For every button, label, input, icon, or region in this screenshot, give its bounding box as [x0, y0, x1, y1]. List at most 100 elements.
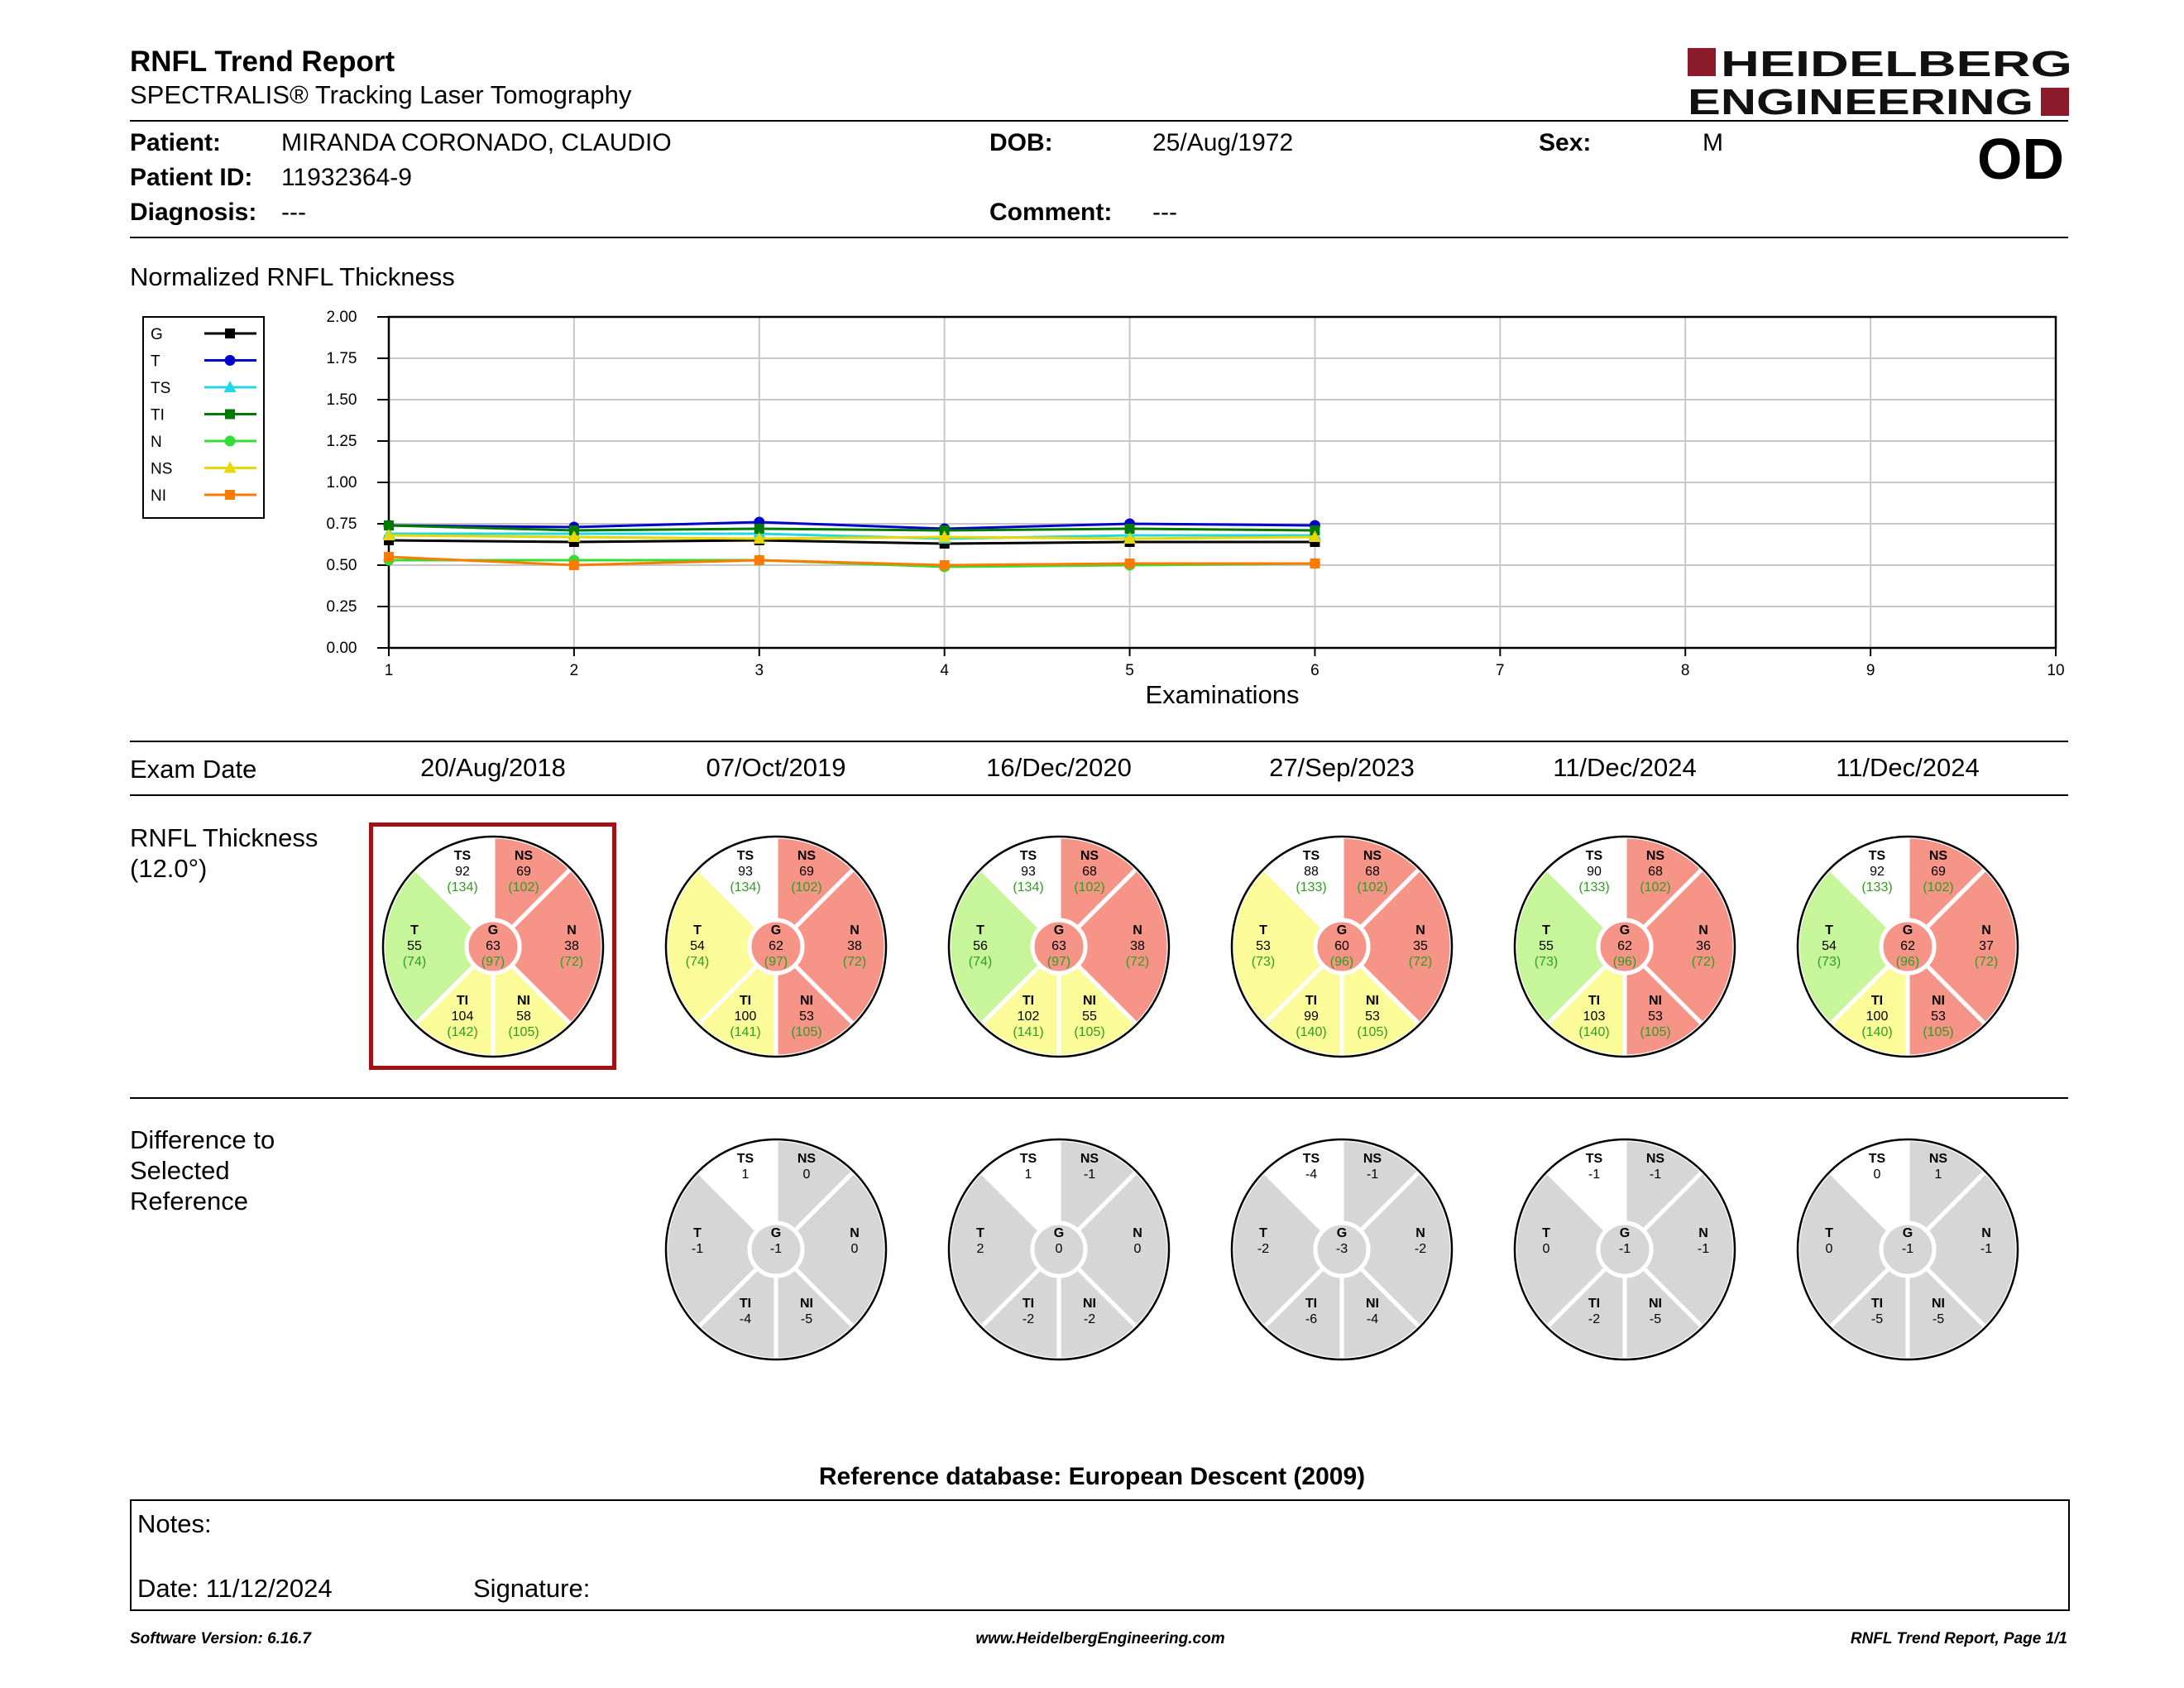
sector-g — [1030, 918, 1088, 976]
sector-value-ns: 0 — [803, 1168, 811, 1182]
thickness-wheel-3[interactable]: TS 93(134) NS 68(102) T56 (74) N38 (72) TI102(14… — [947, 835, 1171, 1058]
data-point-ni — [1310, 559, 1320, 568]
thickness-wheel-6[interactable]: TS 92(133) NS 69(102) T54 (73) N37 (72) TI100(14… — [1796, 835, 2019, 1058]
sector-value-ts: 90 — [1587, 865, 1602, 879]
sector-name-ni: NI — [1932, 1297, 1945, 1311]
wheel-outline — [1513, 835, 1736, 1058]
sector-normal-ns: (102) — [1357, 880, 1387, 894]
sex-value: M — [1703, 129, 1723, 156]
series-line-g — [388, 539, 1315, 545]
sector-normal-g: (97) — [481, 955, 505, 969]
sector-name-t: T — [1259, 923, 1267, 938]
legend-marker-n — [224, 435, 236, 447]
sector-value-n: 38 — [564, 939, 579, 953]
sector-name-g: G — [1903, 923, 1913, 938]
sector-normal-ti: (140) — [1578, 1025, 1609, 1039]
sector-value-ts: 93 — [1021, 865, 1036, 879]
exam-date-divider — [130, 794, 2068, 796]
x-tick-label: 3 — [754, 662, 764, 679]
sector-normal-ti: (140) — [1861, 1025, 1892, 1039]
sector-name-ts: TS — [1303, 849, 1320, 863]
sector-value-ti: 102 — [1018, 1009, 1040, 1024]
sector-name-ts: TS — [1869, 849, 1886, 863]
legend-label-t: T — [151, 353, 160, 371]
sector-name-n: N — [1698, 923, 1708, 938]
sector-normal-g: (96) — [1613, 955, 1636, 969]
sector-g — [1879, 918, 1937, 976]
sector-value-ti: 100 — [735, 1009, 757, 1024]
sector-value-ni: 53 — [1648, 1009, 1663, 1024]
notes-label: Notes: — [137, 1509, 212, 1538]
sector-g — [1030, 1220, 1088, 1278]
data-point-ni — [1124, 559, 1135, 568]
thickness-label: RNFL Thickness — [130, 823, 318, 852]
difference-wheel-4[interactable]: TS-4NS-1T-2N-2TI-6NI-4G-3 — [1230, 1138, 1454, 1361]
sector-value-t: 56 — [973, 939, 988, 953]
sector-name-n: N — [1415, 923, 1425, 938]
y-tick-label: 0.50 — [327, 557, 357, 574]
sector-name-g: G — [1337, 923, 1347, 938]
difference-label-3: Reference — [130, 1187, 249, 1216]
sector-value-n: 0 — [1134, 1242, 1142, 1256]
diagnosis-value: --- — [281, 199, 306, 226]
selected-reference-frame[interactable] — [369, 822, 616, 1070]
legend-marker-g — [225, 328, 235, 338]
sector-normal-n: (72) — [1975, 955, 1998, 969]
sector-name-n: N — [1698, 1226, 1708, 1240]
data-point-ni — [384, 552, 394, 562]
wheel-outline — [664, 1138, 888, 1361]
sector-name-g: G — [488, 923, 498, 938]
data-point-ns — [753, 532, 766, 544]
sector-value-ti: -2 — [1588, 1312, 1600, 1326]
sector-normal-n: (72) — [1409, 955, 1432, 969]
sector-name-ti: TI — [1588, 994, 1600, 1008]
sector-normal-g: (97) — [764, 955, 788, 969]
sector-name-t: T — [1825, 1226, 1833, 1240]
sector-normal-ns: (102) — [1074, 880, 1104, 894]
series-line-ts — [389, 532, 1315, 540]
sector-value-n: 0 — [851, 1242, 859, 1256]
sector-value-ti: 103 — [1583, 1009, 1606, 1024]
sector-value-n: -1 — [1980, 1242, 1992, 1256]
exam-date-5: 11/Dec/2024 — [1553, 753, 1697, 782]
sector-value-t: 2 — [977, 1242, 984, 1256]
sector-name-g: G — [1903, 1226, 1913, 1240]
sector-value-t: 54 — [690, 939, 705, 953]
website-link[interactable]: www.HeidelbergEngineering.com — [975, 1630, 1225, 1647]
thickness-wheel-4[interactable]: TS88(133)NS68(102)T53(73)N35(72)TI99(140… — [1230, 835, 1454, 1058]
sector-value-ni: -5 — [1650, 1312, 1661, 1326]
notes-box[interactable]: Notes: Date: 11/12/2024 Signature: — [130, 1499, 2070, 1611]
sector-value-ni: -5 — [801, 1312, 812, 1326]
difference-wheel-2[interactable]: TS 1 NS 0 T -1 N 0 TI-4 NI-5 G -1 — [664, 1138, 888, 1361]
sector-name-ni: NI — [1366, 994, 1379, 1008]
x-tick-label: 8 — [1681, 662, 1690, 679]
sector-name-n: N — [850, 923, 860, 938]
thickness-wheel-2[interactable]: TS 93(134) NS 69(102) T54 (74) N38 (72) TI100(14… — [664, 835, 888, 1058]
sector-normal-ni: (105) — [508, 1025, 539, 1039]
thickness-wheel-1[interactable]: TS 92(134) NS 69(102) T55 (74) N38 (72) TI104(14… — [381, 835, 605, 1058]
difference-wheel-5[interactable]: TS -1 NS -1 T 0 N -1 TI-2 NI-5 G -1 — [1513, 1138, 1736, 1361]
sector-value-g: 0 — [1056, 1242, 1063, 1256]
data-point-ns — [938, 530, 951, 542]
sector-name-ni: NI — [1649, 994, 1662, 1008]
sector-name-n: N — [1981, 1226, 1991, 1240]
sector-name-ns: NS — [797, 849, 817, 863]
sector-value-ni: -2 — [1084, 1312, 1095, 1326]
diagnosis-label: Diagnosis: — [130, 199, 257, 226]
thickness-wheel-5[interactable]: TS 90(133) NS 68(102) T55 (73) N36 (72) TI103(14… — [1513, 835, 1736, 1058]
y-tick-label: 0.00 — [327, 640, 357, 657]
exam-date-label: Exam Date — [130, 755, 257, 784]
sector-value-ts: 88 — [1304, 865, 1319, 879]
sector-value-t: 55 — [1539, 939, 1554, 953]
wheel-outline — [1796, 835, 2019, 1058]
sector-value-g: -1 — [1902, 1242, 1913, 1256]
exam-date-3: 16/Dec/2020 — [986, 753, 1132, 782]
sector-name-n: N — [567, 923, 577, 938]
sector-value-ns: 68 — [1365, 865, 1380, 879]
sector-name-ts: TS — [1586, 1152, 1603, 1166]
sector-normal-t: (73) — [1535, 955, 1558, 969]
legend-label-ts: TS — [151, 380, 170, 397]
sector-value-g: -1 — [1619, 1242, 1631, 1256]
